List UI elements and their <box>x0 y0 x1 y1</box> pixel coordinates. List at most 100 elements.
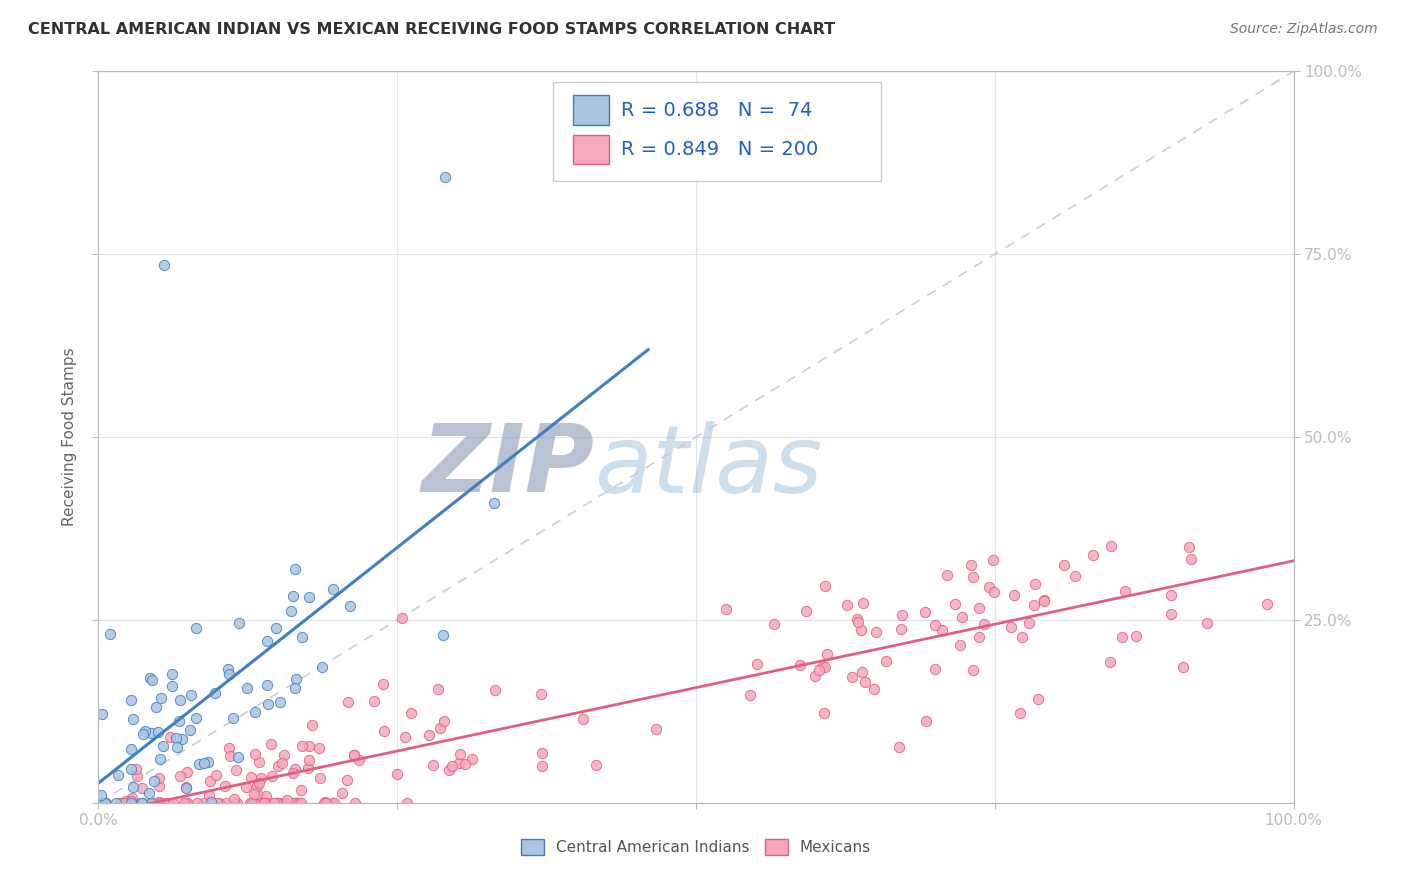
Point <box>283 796 305 810</box>
Point <box>266 796 288 810</box>
Point <box>391 610 413 624</box>
Point <box>266 621 288 635</box>
Point <box>267 759 290 773</box>
Point <box>156 796 179 810</box>
Point <box>186 796 208 810</box>
Point <box>273 796 295 810</box>
Point <box>1111 630 1133 644</box>
Point <box>401 706 423 720</box>
Point <box>291 739 314 753</box>
FancyBboxPatch shape <box>572 135 609 164</box>
Point <box>973 616 995 631</box>
Point <box>280 604 302 618</box>
Point <box>148 772 170 786</box>
Point <box>1099 539 1122 553</box>
Point <box>585 758 607 772</box>
Point <box>1160 588 1182 602</box>
Point <box>90 788 112 802</box>
Point <box>763 616 786 631</box>
Point <box>263 796 285 810</box>
Point <box>301 718 323 732</box>
Point <box>1195 616 1218 631</box>
Point <box>169 693 191 707</box>
Point <box>1256 597 1278 611</box>
Point <box>837 598 859 612</box>
Point <box>115 794 138 808</box>
Point <box>924 618 946 632</box>
Point <box>943 598 966 612</box>
Point <box>914 605 936 619</box>
Point <box>225 796 247 810</box>
Point <box>256 634 278 648</box>
Point <box>153 258 176 272</box>
Point <box>1002 588 1025 602</box>
Point <box>243 796 266 810</box>
Point <box>291 630 314 644</box>
Point <box>273 748 295 763</box>
Point <box>112 796 135 810</box>
Point <box>120 742 142 756</box>
Point <box>165 731 187 746</box>
Point <box>796 604 818 618</box>
Point <box>284 796 307 810</box>
Point <box>166 739 188 754</box>
Point <box>167 714 190 729</box>
Point <box>187 757 209 772</box>
Point <box>257 796 280 810</box>
Point <box>429 721 451 735</box>
Text: ZIP: ZIP <box>422 420 595 512</box>
Point <box>247 776 270 790</box>
Point <box>269 695 291 709</box>
Point <box>433 714 456 728</box>
Point <box>1011 630 1033 644</box>
Point <box>484 683 506 698</box>
Point <box>162 796 184 810</box>
Point <box>267 796 290 810</box>
Point <box>1053 558 1076 572</box>
Point <box>645 723 668 737</box>
Point <box>121 780 143 794</box>
Point <box>243 747 266 761</box>
Point <box>949 638 972 652</box>
Point <box>257 698 280 712</box>
Point <box>1024 576 1046 591</box>
Point <box>145 700 167 714</box>
Y-axis label: Receiving Food Stamps: Receiving Food Stamps <box>62 348 77 526</box>
Point <box>235 780 257 795</box>
Point <box>226 750 249 764</box>
Point <box>396 796 419 810</box>
Point <box>290 783 312 797</box>
Point <box>936 568 959 582</box>
Point <box>249 772 271 786</box>
Point <box>747 657 769 672</box>
Point <box>239 771 262 785</box>
Point <box>1173 660 1195 674</box>
Point <box>117 796 139 810</box>
Point <box>1160 607 1182 621</box>
Point <box>981 552 1004 566</box>
Point <box>150 796 173 810</box>
Point <box>105 796 128 810</box>
Point <box>434 170 457 185</box>
Legend: Central American Indians, Mexicans: Central American Indians, Mexicans <box>515 833 877 861</box>
Point <box>226 796 249 810</box>
Point <box>172 731 194 746</box>
Point <box>336 695 359 709</box>
Point <box>309 771 332 785</box>
Point <box>322 582 344 597</box>
Point <box>141 796 163 810</box>
Point <box>284 796 307 810</box>
Point <box>373 677 395 691</box>
Point <box>252 796 274 810</box>
Point <box>138 786 160 800</box>
Point <box>1000 619 1022 633</box>
Point <box>931 624 953 638</box>
Point <box>146 725 169 739</box>
Point <box>315 796 337 810</box>
Point <box>449 756 471 770</box>
Point <box>215 796 238 810</box>
Point <box>449 747 471 761</box>
Point <box>983 585 1005 599</box>
Point <box>863 681 886 696</box>
Point <box>159 730 181 744</box>
